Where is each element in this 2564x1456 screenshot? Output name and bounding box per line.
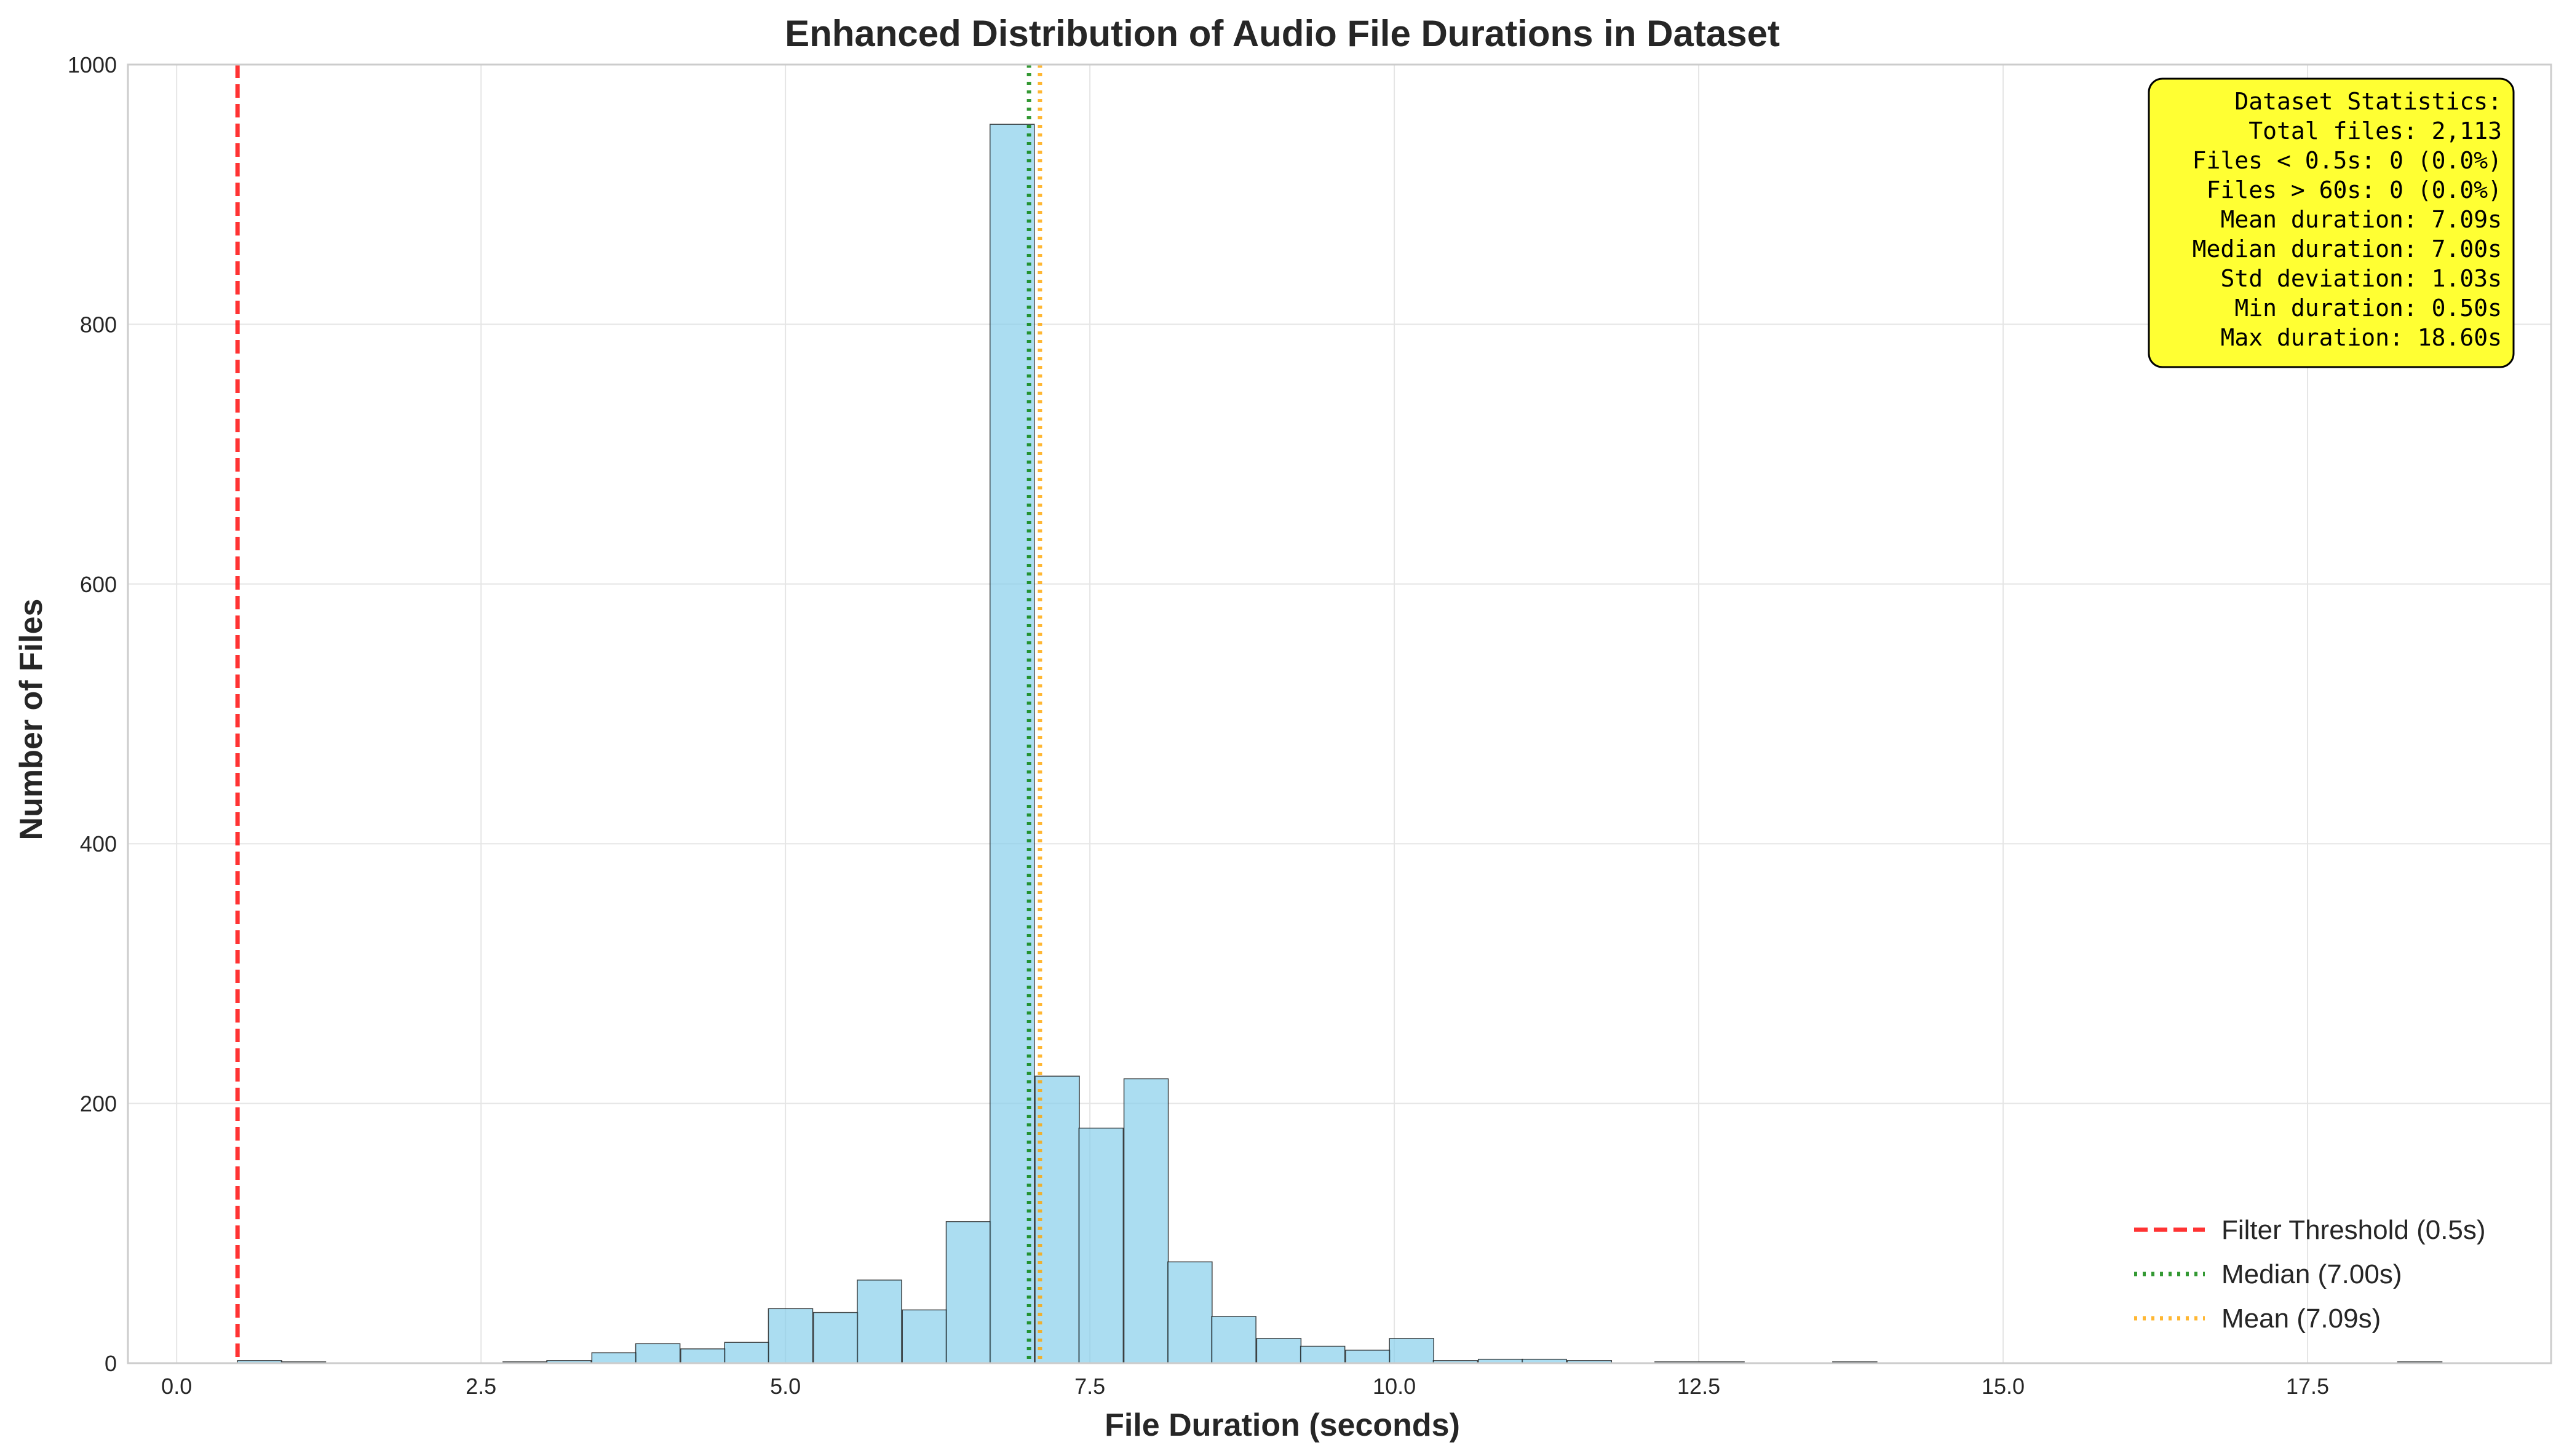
x-tick-label: 7.5 (1074, 1374, 1105, 1399)
reference-lines-layer (235, 65, 1042, 1363)
histogram-bar (1167, 1261, 1213, 1364)
y-tick-label: 800 (80, 312, 117, 337)
histogram-bar (1078, 1127, 1124, 1364)
histogram-bar (635, 1343, 681, 1364)
x-tick-label: 0.0 (161, 1374, 192, 1399)
stats-box: Dataset Statistics:Total files: 2,113 Fil… (2148, 77, 2515, 368)
histogram-bar (990, 124, 1035, 1364)
x-axis-ticks: 0.0 2.5 5.0 7.5 10.0 12.5 15.0 17.5 (161, 1374, 2329, 1399)
histogram-bar (1211, 1316, 1256, 1364)
histogram-bar (812, 1312, 859, 1364)
x-tick-label: 15.0 (1982, 1374, 2025, 1399)
histogram-bar (768, 1308, 814, 1364)
histogram-bar (1300, 1345, 1346, 1364)
stats-box-lines: Dataset Statistics:Total files: 2,113 Fil… (2193, 88, 2502, 351)
histogram-bar (1034, 1075, 1080, 1364)
histogram-bar (1345, 1350, 1391, 1364)
stats-line: Dataset Statistics: (2234, 88, 2502, 115)
legend-items: Filter Threshold (0.5s) Median (7.00s) Mea… (2134, 1215, 2486, 1334)
histogram-bar (902, 1309, 947, 1364)
y-tick-label: 200 (80, 1091, 117, 1117)
legend-label: Median (7.00s) (2221, 1259, 2402, 1289)
histogram-bar (724, 1342, 769, 1364)
stats-line: Max duration: 18.60s (2220, 324, 2502, 351)
x-tick-label: 10.0 (1373, 1374, 1416, 1399)
x-tick-label: 17.5 (2286, 1374, 2329, 1399)
y-tick-label: 1000 (68, 52, 117, 77)
y-tick-label: 400 (80, 831, 117, 857)
stats-line: Min duration: 0.50s (2234, 295, 2502, 322)
bars-layer (237, 124, 2443, 1364)
histogram-bar (857, 1280, 902, 1364)
stats-line: Mean duration: 7.09s (2220, 206, 2502, 233)
y-tick-label: 0 (105, 1351, 117, 1376)
x-tick-label: 2.5 (466, 1374, 496, 1399)
stats-box-background (2148, 77, 2515, 368)
y-axis-label: Number of Files (14, 599, 49, 841)
stats-line: Std deviation: 1.03s (2220, 265, 2502, 292)
x-tick-label: 12.5 (1677, 1374, 1720, 1399)
stats-line: Files > 60s: 0 (0.0%) (2207, 176, 2502, 204)
stats-line: Files < 0.5s: 0 (0.0%) (2193, 147, 2502, 174)
histogram-bar (680, 1348, 726, 1364)
x-tick-label: 5.0 (770, 1374, 801, 1399)
histogram-bar (945, 1221, 991, 1364)
histogram-bar (1389, 1338, 1434, 1364)
legend: Filter Threshold (0.5s) Median (7.00s) Mea… (2134, 1215, 2486, 1334)
legend-label: Mean (7.09s) (2221, 1304, 2381, 1334)
legend-label: Filter Threshold (0.5s) (2221, 1215, 2486, 1245)
histogram-bar (1123, 1078, 1169, 1364)
x-axis-label: File Duration (seconds) (1105, 1407, 1460, 1443)
stats-line: Median duration: 7.00s (2193, 235, 2502, 263)
plot-frame (127, 63, 2552, 1364)
stats-line: Total files: 2,113 (2248, 117, 2502, 144)
chart-title: Enhanced Distribution of Audio File Dura… (785, 13, 1780, 54)
y-axis-ticks: 0 200 400 600 800 1000 (68, 52, 117, 1376)
y-tick-label: 600 (80, 572, 117, 597)
histogram-bar (591, 1352, 637, 1364)
histogram-bar (1256, 1338, 1302, 1364)
